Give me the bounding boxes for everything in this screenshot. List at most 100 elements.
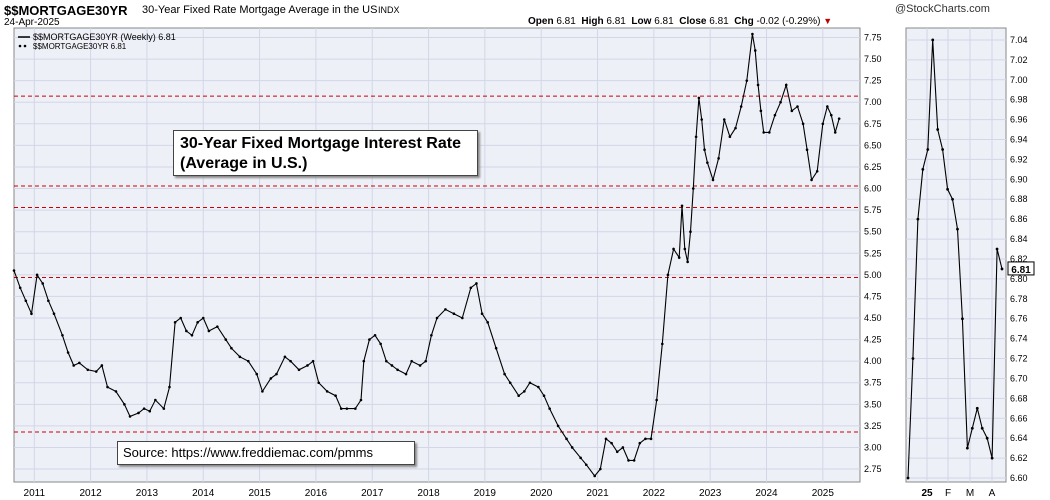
data-point (833, 131, 837, 134)
data-point (430, 333, 433, 337)
x-tick-label: 2023 (699, 488, 722, 499)
stockcharts-logo[interactable]: @StockCharts.com (895, 3, 990, 15)
data-point (404, 372, 408, 376)
chg-value: -0.02 (-0.29%) (756, 16, 821, 27)
data-point (289, 359, 292, 363)
data-point (179, 316, 183, 320)
data-point (627, 459, 630, 462)
data-point (362, 359, 366, 363)
data-point (255, 372, 259, 376)
y-tick-label: 3.75 (864, 378, 882, 388)
zoom-y-tick-label: 7.00 (1010, 75, 1028, 85)
zoom-y-tick-label: 6.74 (1010, 334, 1028, 344)
zoom-y-tick-label: 7.04 (1010, 35, 1028, 45)
data-point (480, 312, 484, 315)
zoom-y-tick-label: 6.86 (1010, 214, 1028, 224)
data-point (66, 351, 70, 354)
data-point (717, 157, 720, 160)
data-point (311, 359, 315, 363)
legend-entry-1: $$MORTGAGE30YR (Weekly) 6.81 (33, 32, 176, 42)
annotation-title-line1: 30-Year Fixed Mortgage Interest Rate (180, 135, 461, 152)
data-point (475, 282, 478, 285)
data-point (523, 390, 526, 393)
data-point (734, 126, 737, 130)
open-label: Open (528, 16, 554, 27)
y-tick-label: 5.50 (864, 227, 882, 237)
data-point (759, 109, 763, 113)
zoom-y-tick-label: 6.90 (1010, 174, 1028, 184)
zoom-data-point (916, 217, 920, 221)
data-point (604, 437, 608, 441)
zoom-data-point (946, 187, 949, 191)
data-point (703, 148, 706, 151)
data-point (756, 83, 760, 87)
zoom-y-tick-label: 6.78 (1010, 294, 1028, 304)
data-point (30, 312, 33, 315)
data-point (297, 368, 301, 372)
data-point (359, 398, 363, 402)
data-point (677, 256, 681, 259)
zoom-y-tick-label: 6.98 (1010, 95, 1028, 105)
legend-entry-2: $$MORTGAGE30YR 6.81 (33, 42, 127, 51)
data-point (686, 260, 689, 264)
y-tick-label: 3.00 (864, 442, 882, 452)
zoom-data-point (965, 446, 969, 450)
chg-label: Chg (734, 16, 754, 27)
zoom-y-tick-label: 7.02 (1010, 55, 1028, 65)
zoom-data-point (926, 148, 930, 151)
data-point (345, 407, 349, 410)
data-point (768, 131, 771, 134)
data-point (745, 79, 749, 82)
data-point (283, 355, 287, 359)
data-point (537, 385, 540, 389)
y-tick-label: 7.00 (864, 97, 882, 107)
data-point (751, 32, 754, 36)
data-point (35, 273, 39, 277)
data-point (503, 372, 506, 376)
data-point (114, 390, 118, 393)
data-point (24, 299, 28, 303)
zoom-data-point (906, 476, 910, 480)
x-tick-label: 2011 (24, 488, 46, 499)
data-point (644, 437, 647, 441)
data-point (173, 321, 177, 324)
x-tick-label: 2019 (474, 488, 497, 499)
zoom-x-tick-label: F (945, 488, 951, 499)
data-point (238, 355, 242, 359)
data-point (805, 148, 809, 151)
exchange-label: INDX (378, 5, 400, 15)
data-point (826, 105, 829, 108)
data-point (486, 321, 489, 324)
zoom-data-point (975, 406, 979, 410)
data-point (796, 105, 799, 108)
zoom-data-point (951, 197, 954, 201)
data-point (579, 456, 582, 460)
data-point (368, 338, 371, 341)
data-point (148, 409, 152, 413)
data-point (593, 474, 597, 478)
series-markers (12, 32, 841, 478)
data-point (106, 385, 109, 389)
data-point (494, 346, 498, 350)
data-point (444, 308, 447, 311)
x-tick-label: 2022 (643, 488, 666, 499)
data-point (452, 312, 456, 315)
data-point (78, 361, 81, 365)
y-tick-label: 6.25 (864, 162, 882, 172)
data-point (697, 96, 701, 100)
data-point (396, 368, 399, 372)
y-tick-label: 3.50 (864, 399, 882, 409)
plot-area (13, 27, 861, 483)
data-point (424, 359, 428, 363)
zoom-data-point (956, 227, 959, 231)
data-point (207, 329, 211, 333)
last-value-tag (1007, 261, 1035, 276)
zoom-x-tick-label: M (966, 488, 974, 499)
data-point (672, 247, 675, 251)
zoom-data-point (995, 247, 999, 251)
high-label: High (581, 16, 604, 27)
zoom-data-point (921, 167, 925, 171)
x-tick-label: 2020 (530, 488, 553, 499)
